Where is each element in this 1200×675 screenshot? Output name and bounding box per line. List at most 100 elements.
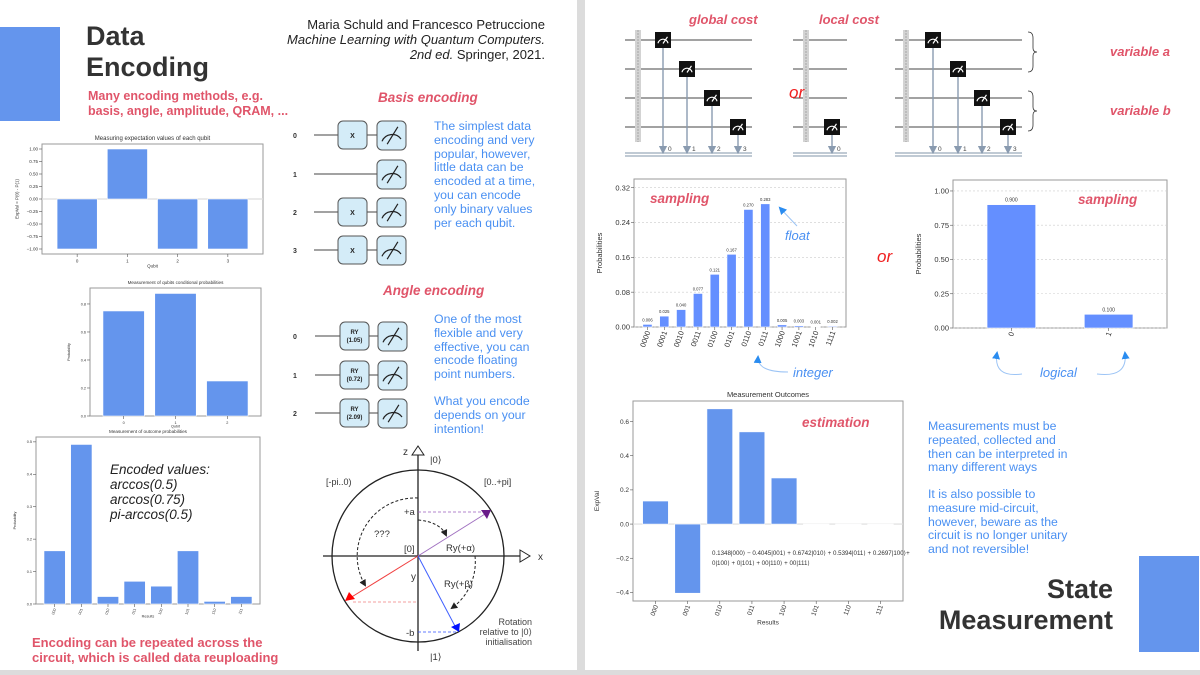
origin-label: [0] xyxy=(404,544,415,555)
angle-description: One of the most flexible and very effect… xyxy=(434,312,530,382)
bar xyxy=(659,315,670,328)
encoded-values-line: Encoded values: xyxy=(110,462,210,477)
x-tick-label: 3 xyxy=(227,259,230,264)
x-axis-arrow-icon xyxy=(519,549,531,563)
meter-icon xyxy=(826,125,838,131)
y-tick-label: 0.25 xyxy=(29,184,38,189)
meter-icon xyxy=(381,210,402,219)
data-label: 0.025 xyxy=(659,309,670,314)
bar xyxy=(203,601,226,605)
y-tick-label: 0.4 xyxy=(27,473,32,477)
measurement-description: Measurements must be repeated, collected… xyxy=(928,419,1068,475)
citation-authors: Maria Schuld and Francesco Petruccione xyxy=(307,17,545,32)
red-vector xyxy=(349,555,419,599)
classical-bit-label: 1 xyxy=(692,146,696,153)
qubit-label: 0 xyxy=(293,334,297,341)
measure-gate xyxy=(376,235,407,266)
x-tick-label: 011 xyxy=(746,604,756,616)
y-tick-label: 0.75 xyxy=(934,221,949,230)
y-tick-label: −1.00 xyxy=(27,247,39,252)
bar xyxy=(676,309,687,328)
measure-box xyxy=(376,159,407,190)
ry-gate xyxy=(339,321,370,351)
bar xyxy=(674,523,701,594)
x-tick-label: 010 xyxy=(105,608,111,615)
meter-icon xyxy=(927,38,939,44)
measure-box xyxy=(950,61,966,77)
x-tick-label: 001 xyxy=(682,604,692,617)
angle-note: What you encode depends on your intentio… xyxy=(434,394,530,436)
y-tick-label: 1.00 xyxy=(934,187,949,196)
sampling-label: sampling xyxy=(1078,192,1138,207)
ry-gate xyxy=(339,398,370,428)
meter-icon xyxy=(381,172,402,181)
y-tick-label: 0.75 xyxy=(29,159,38,164)
x-gate xyxy=(337,235,368,265)
y-tick-label: 0.4 xyxy=(620,453,629,460)
measure-box xyxy=(730,119,746,135)
x-tick-label: 000 xyxy=(650,604,660,617)
y-tick-label: 0.00 xyxy=(934,324,949,333)
data-label: 0.283 xyxy=(760,197,771,202)
x-tick-label: 1 xyxy=(126,259,129,264)
bar xyxy=(726,254,737,328)
x-tick-label: 1001 xyxy=(790,330,804,349)
gate-name: RY xyxy=(350,330,358,336)
y-tick-label: 0.1 xyxy=(27,570,32,574)
measure-gate xyxy=(1000,119,1016,135)
bar-chart-3: 0.00 0.08 0.16 0.24 0.32 0.006 0000 0.025 0001 0.… xyxy=(595,178,847,349)
measure-gate xyxy=(679,61,695,77)
x-axis-label: Results xyxy=(757,619,779,626)
encoded-values-line: pi-arccos(0.5) xyxy=(110,507,193,522)
x-tick-label: 0101 xyxy=(722,330,736,349)
y-tick-label: −0.2 xyxy=(616,556,629,563)
meter-icon xyxy=(382,373,403,382)
x-tick-label: 000 xyxy=(51,608,57,615)
bar-chart-4: 0.00 0.25 0.50 0.75 1.00 0.900 0 0.100 1 Probabil… xyxy=(914,179,1168,338)
measure-gate xyxy=(925,32,941,48)
y-label: y xyxy=(411,572,416,583)
measure-box xyxy=(704,90,720,106)
y-tick-label: 0.00 xyxy=(615,323,630,332)
measure-box xyxy=(376,197,407,228)
y-tick-label: 0.5 xyxy=(27,440,32,444)
bar xyxy=(206,380,249,417)
bar xyxy=(803,523,830,525)
measure-box xyxy=(925,32,941,48)
y-tick-label: −0.25 xyxy=(27,209,39,214)
plot-frame xyxy=(632,400,904,602)
y-axis-label: ExpVal = P(0) - P(1) xyxy=(15,178,20,219)
measure-gate xyxy=(950,61,966,77)
x-gate xyxy=(337,120,368,150)
citation-edition: 2nd ed. xyxy=(409,47,454,62)
x-tick-label: 0001 xyxy=(655,330,669,349)
state-formula-line: 0|100⟩ + 0|101⟩ + 00|110⟩ + 00|111⟩ xyxy=(712,560,810,567)
meter-icon xyxy=(681,67,693,73)
measure-box xyxy=(377,321,408,352)
bar xyxy=(43,550,66,605)
meter-icon xyxy=(976,96,988,102)
ry-beta-label: Ry(+β) xyxy=(444,579,473,590)
ket0-label: |0⟩ xyxy=(430,455,442,466)
encoded-values-line: arccos(0.5) xyxy=(110,477,178,492)
y-tick-label: 0.0 xyxy=(81,414,86,418)
encoded-values: Encoded values: arccos(0.5) arccos(0.75)… xyxy=(110,462,210,522)
meter-icon xyxy=(1002,125,1014,131)
ry-alpha-label: Ry(+α) xyxy=(446,543,475,554)
x-tick-label: 101 xyxy=(810,604,820,617)
citation-book: Machine Learning with Quantum Computers. xyxy=(287,32,545,47)
bar-chart-2: 0.0 0.1 0.2 0.3 0.4 0.5 000 001 010 011 100 101 110 1… xyxy=(13,429,261,619)
bar xyxy=(770,477,798,525)
subtitle: Many encoding methods, e.g. basis, angle… xyxy=(88,89,288,119)
chart-title: Measurement of qubits conditional probab… xyxy=(128,280,224,285)
plot-frame xyxy=(633,178,847,328)
classical-bit-label: 2 xyxy=(717,146,721,153)
basis-description: The simplest data encoding and very popu… xyxy=(434,119,536,230)
x-gate xyxy=(337,197,368,227)
x-tick-label: 0011 xyxy=(689,330,703,348)
data-label: 0.121 xyxy=(710,267,721,272)
y-axis-label: Probabilities xyxy=(914,233,923,274)
bar xyxy=(102,310,145,417)
ry-gate xyxy=(339,360,370,390)
